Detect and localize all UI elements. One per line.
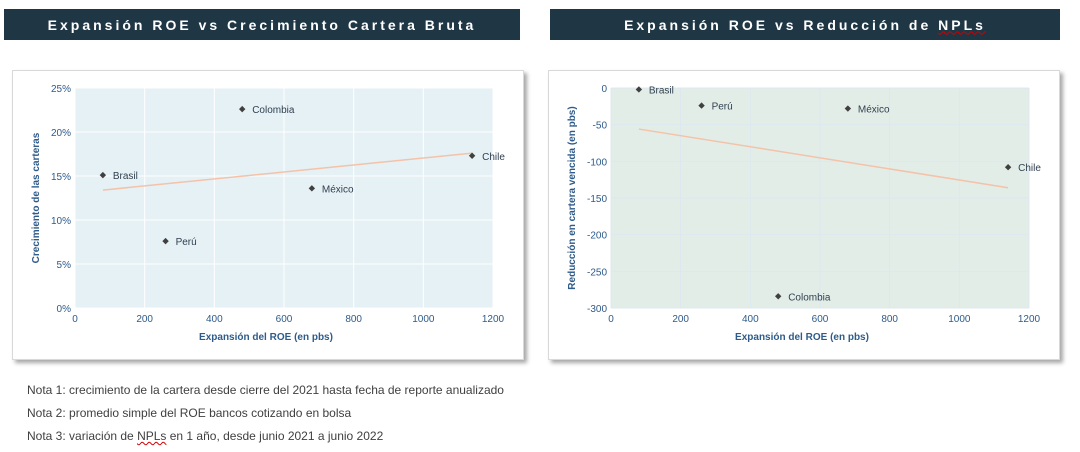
left-point-brasil (99, 171, 107, 179)
left-trendline (102, 152, 473, 191)
left-x-tick-6: 1200 (482, 314, 505, 325)
left-x-tick-2: 400 (206, 314, 223, 325)
left-y-tick-0: 0% (57, 304, 72, 315)
left-point-label-colombia: Colombia (252, 105, 295, 116)
right-trendline (638, 128, 1009, 189)
right-y-tick-4: -200 (587, 231, 607, 242)
right-y-tick-0: 0 (601, 84, 607, 95)
right-x-tick-5: 1000 (948, 314, 971, 325)
note-3: Nota 3: variación de NPLs en 1 año, desd… (27, 428, 504, 451)
note-3-post: en 1 año, desde junio 2021 a junio 2022 (166, 429, 384, 443)
left-y-tick-1: 5% (57, 260, 72, 271)
note-3-pre: Nota 3: variación de (27, 429, 138, 443)
right-point-label-mexico: México (858, 105, 890, 116)
left-y-axis-label: Crecimiento de las carteras (31, 132, 42, 263)
roe-vs-cartera-chart: 0 200 400 600 800 1000 1200 0% 5% 10% 15% 20% 25% Exp… (31, 84, 505, 343)
right-point-peru (698, 102, 705, 109)
right-point-label-peru: Perú (712, 102, 733, 113)
right-point-label-colombia: Colombia (788, 292, 831, 303)
chart-title-left: Expansión ROE vs Crecimiento Cartera Bru… (4, 9, 520, 40)
left-point-mexico (308, 185, 316, 192)
right-x-tick-3: 600 (812, 314, 829, 325)
note-1: Nota 1: crecimiento de la cartera desde … (27, 383, 504, 397)
left-point-chile (468, 152, 476, 159)
chart-panel-left: 0 200 400 600 800 1000 1200 0% 5% 10% 15% 20% 25% Exp… (12, 70, 524, 360)
roe-vs-npls-chart: 0 200 400 600 800 1000 1200 0 -50 -100 -150 -200 -25… (567, 84, 1041, 343)
left-point-label-chile: Chile (482, 152, 505, 163)
left-x-axis-label: Expansión del ROE (en pbs) (199, 332, 333, 343)
chart-title-right-npls: NPLs (938, 16, 986, 33)
note-3-npls: NPLs (137, 429, 167, 443)
left-x-tick-1: 200 (136, 314, 153, 325)
right-y-axis-label: Reducción en cartera vencida (en pbs) (567, 106, 578, 289)
right-x-tick-1: 200 (672, 314, 689, 325)
chart-panel-right: 0 200 400 600 800 1000 1200 0 -50 -100 -150 -200 -25… (548, 70, 1060, 360)
left-x-tick-0: 0 (72, 314, 78, 325)
left-y-tick-4: 20% (51, 128, 71, 139)
right-y-tick-5: -250 (587, 267, 607, 278)
right-x-axis-label: Expansión del ROE (en pbs) (735, 332, 869, 343)
right-x-tick-4: 800 (881, 314, 898, 325)
left-y-tick-5: 25% (51, 84, 71, 95)
left-point-colombia (239, 105, 246, 113)
right-x-tick-2: 400 (742, 314, 759, 325)
right-point-mexico (844, 105, 852, 112)
right-x-tick-6: 1200 (1018, 314, 1041, 325)
right-y-tick-3: -150 (587, 194, 607, 205)
note-2: Nota 2: promedio simple del ROE bancos c… (27, 406, 352, 420)
chart-title-right-main: Expansión ROE vs Reducción de (624, 16, 939, 33)
right-point-chile (1004, 164, 1012, 171)
left-point-label-brasil: Brasil (113, 171, 138, 182)
left-x-tick-4: 800 (345, 314, 362, 325)
left-point-label-mexico: México (322, 184, 354, 195)
left-point-label-peru: Perú (176, 237, 197, 248)
right-x-tick-0: 0 (608, 314, 614, 325)
right-point-label-brasil: Brasil (649, 85, 674, 96)
right-y-tick-2: -100 (587, 157, 607, 168)
chart-title-right: Expansión ROE vs Reducción de NPLs (550, 9, 1060, 40)
left-y-tick-3: 15% (51, 172, 71, 183)
right-y-tick-1: -50 (593, 121, 608, 132)
left-x-tick-3: 600 (276, 314, 293, 325)
left-point-peru (162, 237, 169, 245)
right-y-tick-6: -300 (587, 304, 607, 315)
left-y-tick-2: 10% (51, 216, 71, 227)
footnotes: Nota 1: crecimiento de la cartera desde … (27, 382, 504, 451)
right-point-label-chile: Chile (1018, 163, 1041, 174)
left-x-tick-5: 1000 (412, 314, 435, 325)
